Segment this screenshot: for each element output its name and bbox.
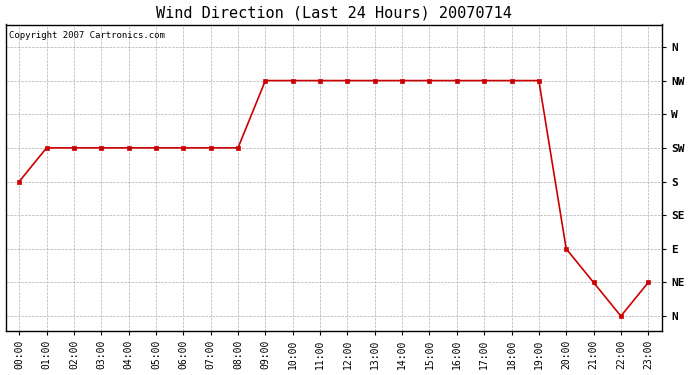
Title: Wind Direction (Last 24 Hours) 20070714: Wind Direction (Last 24 Hours) 20070714 — [156, 6, 512, 21]
Text: Copyright 2007 Cartronics.com: Copyright 2007 Cartronics.com — [9, 31, 165, 40]
